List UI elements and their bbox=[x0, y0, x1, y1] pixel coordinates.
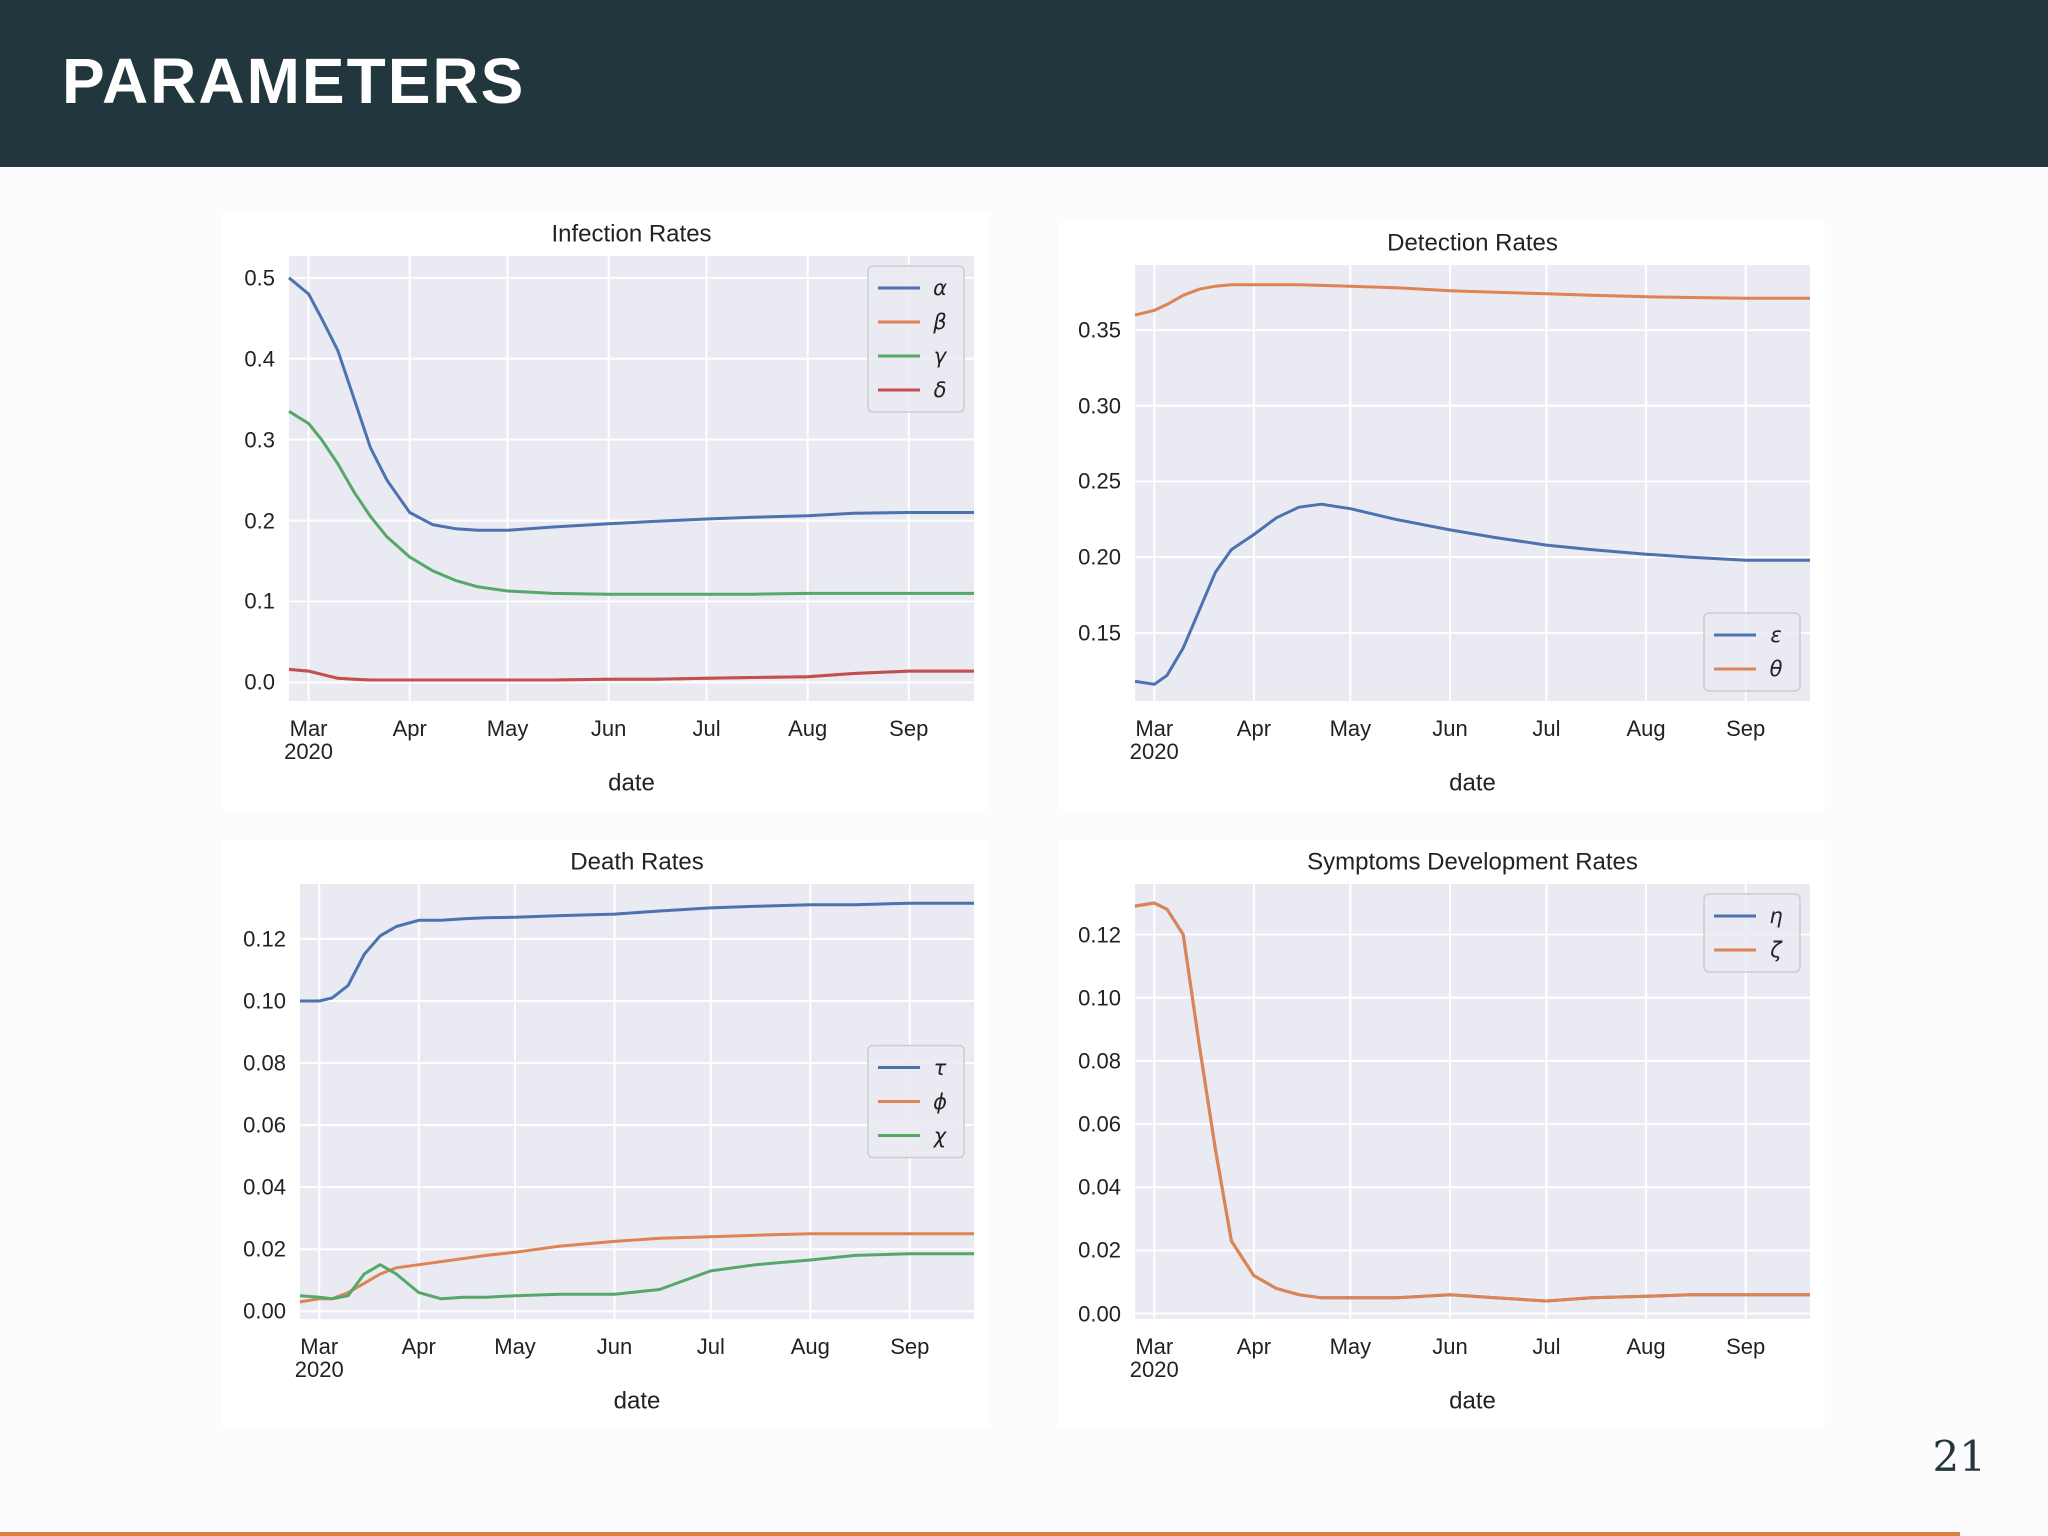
slide-title: PARAMETERS bbox=[62, 45, 526, 117]
series-line bbox=[1134, 283, 1810, 317]
series-line bbox=[1134, 901, 1810, 1303]
x-tick-label: Mar 2020 bbox=[1129, 716, 1179, 765]
x-tick-label: Sep bbox=[890, 1334, 930, 1359]
series-line bbox=[288, 276, 974, 532]
chart-title: Detection Rates bbox=[1387, 229, 1558, 257]
x-tick-label: Aug bbox=[790, 1334, 830, 1359]
legend-label: τ bbox=[933, 1055, 947, 1080]
plot-area bbox=[289, 256, 974, 701]
x-tick-label: Apr bbox=[1236, 716, 1272, 741]
legend-label: θ bbox=[1769, 656, 1783, 681]
x-tick-label: Aug bbox=[1626, 716, 1666, 741]
legend-box bbox=[1703, 893, 1801, 973]
y-tick-label: 0.4 bbox=[244, 346, 275, 372]
x-tick-label: Mar 2020 bbox=[294, 1334, 344, 1383]
y-tick-label: 0.08 bbox=[243, 1050, 286, 1076]
x-tick-label: Aug bbox=[788, 716, 828, 741]
y-tick-label: 0.04 bbox=[1078, 1174, 1121, 1200]
y-tick-label: 0.06 bbox=[243, 1112, 286, 1138]
y-tick-label: 0.00 bbox=[243, 1298, 286, 1324]
chart-title: Death Rates bbox=[570, 848, 704, 876]
series-line bbox=[1134, 502, 1810, 686]
x-axis-label: date bbox=[608, 769, 655, 797]
x-tick-label: May bbox=[486, 716, 529, 741]
legend-label: η bbox=[1769, 903, 1783, 928]
legend-label: α bbox=[933, 275, 947, 300]
series-line bbox=[288, 410, 974, 596]
legend-label: ϕ bbox=[933, 1089, 947, 1114]
x-tick-label: Jun bbox=[1432, 716, 1468, 741]
y-tick-label: 0.10 bbox=[243, 988, 286, 1014]
x-tick-label: May bbox=[1329, 716, 1372, 741]
x-tick-label: Jul bbox=[1532, 716, 1561, 741]
footer-line bbox=[0, 1532, 1960, 1536]
header-bar: PARAMETERS bbox=[0, 0, 2048, 167]
x-tick-label: Aug bbox=[1626, 1334, 1666, 1359]
y-tick-label: 0.5 bbox=[244, 265, 275, 291]
x-tick-label: Apr bbox=[1236, 1334, 1272, 1359]
y-tick-label: 0.2 bbox=[244, 508, 275, 534]
x-tick-label: Apr bbox=[401, 1334, 436, 1359]
y-tick-label: 0.30 bbox=[1078, 393, 1121, 419]
x-tick-label: Jul bbox=[1532, 1334, 1561, 1359]
y-tick-label: 0.25 bbox=[1078, 468, 1121, 494]
y-tick-label: 0.0 bbox=[244, 669, 275, 695]
legend-label: ε bbox=[1770, 622, 1782, 647]
y-tick-label: 0.04 bbox=[243, 1174, 286, 1200]
x-tick-label: Sep bbox=[889, 716, 929, 741]
y-tick-label: 0.02 bbox=[1078, 1237, 1121, 1263]
series-line bbox=[299, 1232, 974, 1304]
y-tick-label: 0.12 bbox=[1078, 921, 1121, 947]
series-line bbox=[288, 667, 974, 682]
y-tick-label: 0.3 bbox=[244, 427, 275, 453]
legend-box bbox=[1703, 612, 1801, 692]
x-tick-label: Apr bbox=[392, 716, 427, 741]
x-tick-label: Mar 2020 bbox=[1129, 1334, 1179, 1383]
y-tick-label: 0.00 bbox=[1078, 1301, 1121, 1327]
x-axis-label: date bbox=[613, 1387, 661, 1415]
legend-label: δ bbox=[933, 377, 947, 402]
x-tick-label: Jun bbox=[596, 1334, 633, 1359]
x-axis-label: date bbox=[1449, 1387, 1496, 1415]
y-tick-label: 0.12 bbox=[243, 926, 286, 952]
y-tick-label: 0.10 bbox=[1078, 985, 1121, 1011]
y-tick-label: 0.1 bbox=[244, 588, 275, 614]
series-line bbox=[300, 901, 974, 1003]
legend-box bbox=[867, 265, 965, 413]
chart-title: Symptoms Development Rates bbox=[1307, 848, 1638, 876]
plot-area bbox=[1135, 884, 1810, 1319]
y-tick-label: 0.02 bbox=[243, 1236, 286, 1262]
plot-area bbox=[300, 884, 974, 1319]
x-tick-label: Sep bbox=[1726, 716, 1766, 741]
page-number: 21 bbox=[1932, 1432, 1986, 1481]
x-tick-label: Jun bbox=[1432, 1334, 1468, 1359]
legend-label: χ bbox=[933, 1123, 947, 1148]
y-tick-label: 0.35 bbox=[1078, 317, 1121, 343]
legend-label: γ bbox=[933, 343, 947, 368]
x-tick-label: Jun bbox=[590, 716, 627, 741]
y-tick-label: 0.15 bbox=[1078, 620, 1121, 646]
chart-title: Infection Rates bbox=[551, 220, 712, 248]
x-axis-label: date bbox=[1449, 769, 1496, 797]
legend-label: β bbox=[933, 309, 947, 334]
legend-label: ζ bbox=[1770, 937, 1782, 962]
series-line bbox=[299, 1252, 974, 1301]
y-tick-label: 0.06 bbox=[1078, 1111, 1121, 1137]
x-tick-label: Sep bbox=[1726, 1334, 1766, 1359]
y-tick-label: 0.20 bbox=[1078, 544, 1121, 570]
x-tick-label: Mar 2020 bbox=[284, 716, 334, 765]
x-tick-label: Jul bbox=[696, 1334, 725, 1359]
x-tick-label: May bbox=[1329, 1334, 1372, 1359]
x-tick-label: Jul bbox=[692, 716, 721, 741]
x-tick-label: May bbox=[494, 1334, 536, 1359]
y-tick-label: 0.08 bbox=[1078, 1048, 1121, 1074]
plot-area bbox=[1135, 265, 1810, 701]
